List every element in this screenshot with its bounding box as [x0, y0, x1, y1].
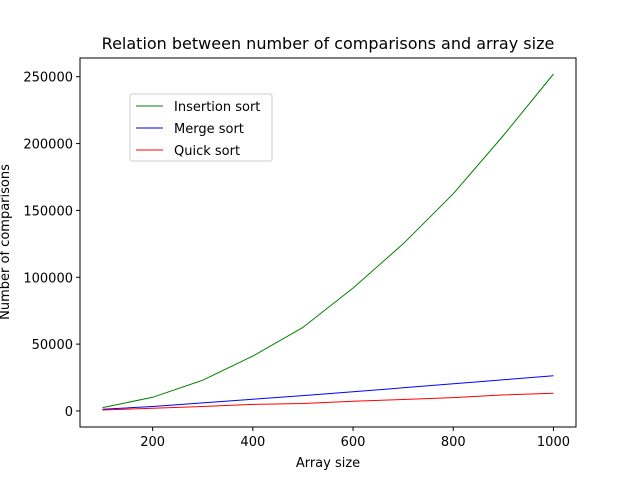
- y-tick-label: 200000: [23, 138, 73, 153]
- legend-label-insertion-sort: Insertion sort: [174, 100, 260, 115]
- series-layer: [102, 73, 554, 411]
- series-line-merge-sort: [102, 375, 554, 410]
- x-tick-label: 400: [240, 435, 265, 450]
- y-tick-label: 150000: [23, 204, 73, 219]
- y-tick-label: 50000: [32, 338, 73, 353]
- y-axis: 0 50000 100000 150000 200000 250000: [23, 71, 80, 420]
- series-line-quick-sort: [102, 392, 554, 411]
- legend-box: [129, 93, 273, 162]
- chart-title: Relation between number of comparisons a…: [102, 34, 555, 53]
- x-axis: 200 400 600 800 1000: [140, 427, 570, 450]
- legend-label-quick-sort: Quick sort: [174, 144, 240, 159]
- plot-frame: [79, 57, 577, 428]
- y-tick-label: 0: [65, 405, 73, 420]
- series-line-insertion-sort: [102, 73, 554, 409]
- x-tick-label: 1000: [537, 435, 570, 450]
- y-tick-label: 250000: [23, 71, 73, 86]
- x-tick-label: 200: [140, 435, 165, 450]
- y-axis-label: Number of comparisons: [0, 164, 13, 320]
- x-tick-label: 800: [441, 435, 466, 450]
- x-axis-label: Array size: [296, 456, 360, 471]
- x-tick-label: 600: [341, 435, 366, 450]
- legend-label-merge-sort: Merge sort: [174, 122, 244, 137]
- y-tick-label: 100000: [23, 271, 73, 286]
- legend: Insertion sort Merge sort Quick sort: [129, 93, 273, 162]
